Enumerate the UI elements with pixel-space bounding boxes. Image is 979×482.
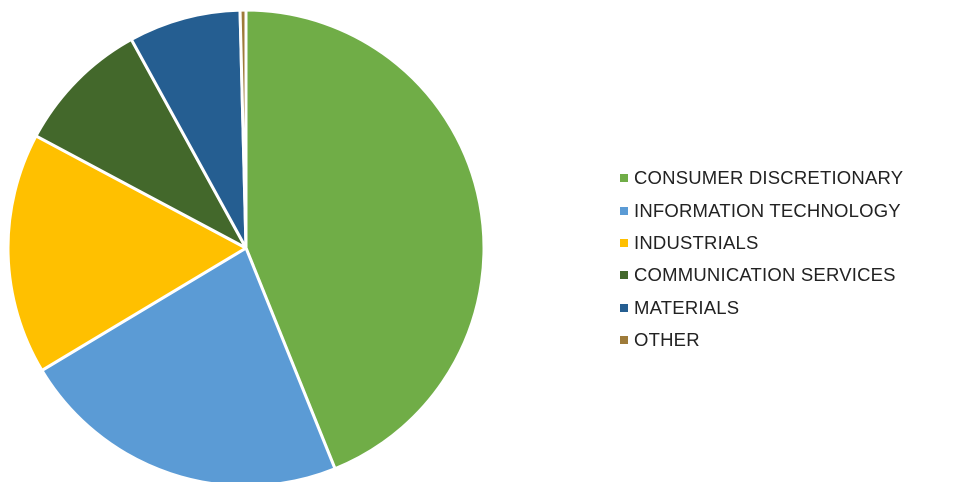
legend-label: OTHER [634, 329, 700, 351]
pie-slice-communication-services [34, 37, 248, 250]
pie-slice-consumer-discretionary [244, 8, 486, 471]
pie-slice-industrials [6, 134, 248, 372]
legend-swatch [620, 271, 628, 280]
pie-slice-information-technology [40, 246, 337, 482]
legend-label: INDUSTRIALS [634, 231, 759, 253]
legend-label: INFORMATION TECHNOLOGY [634, 199, 901, 221]
legend-label: COMMUNICATION SERVICES [634, 264, 896, 286]
pie-slice-materials [129, 8, 248, 250]
legend-item-industrials: INDUSTRIALS [620, 227, 903, 259]
pie-slice-other [238, 8, 248, 250]
legend-item-other: OTHER [620, 324, 903, 356]
legend-swatch [620, 303, 628, 312]
legend: CONSUMER DISCRETIONARY INFORMATION TECHNO… [620, 162, 903, 356]
legend-item-information-technology: INFORMATION TECHNOLOGY [620, 194, 903, 226]
legend-swatch [620, 174, 628, 183]
legend-swatch [620, 336, 628, 345]
legend-item-consumer-discretionary: CONSUMER DISCRETIONARY [620, 162, 903, 194]
legend-item-communication-services: COMMUNICATION SERVICES [620, 259, 903, 291]
legend-swatch [620, 238, 628, 247]
pie-slices [6, 8, 486, 482]
legend-item-materials: MATERIALS [620, 292, 903, 324]
legend-swatch [620, 206, 628, 215]
legend-label: CONSUMER DISCRETIONARY [634, 167, 904, 189]
legend-label: MATERIALS [634, 296, 740, 318]
